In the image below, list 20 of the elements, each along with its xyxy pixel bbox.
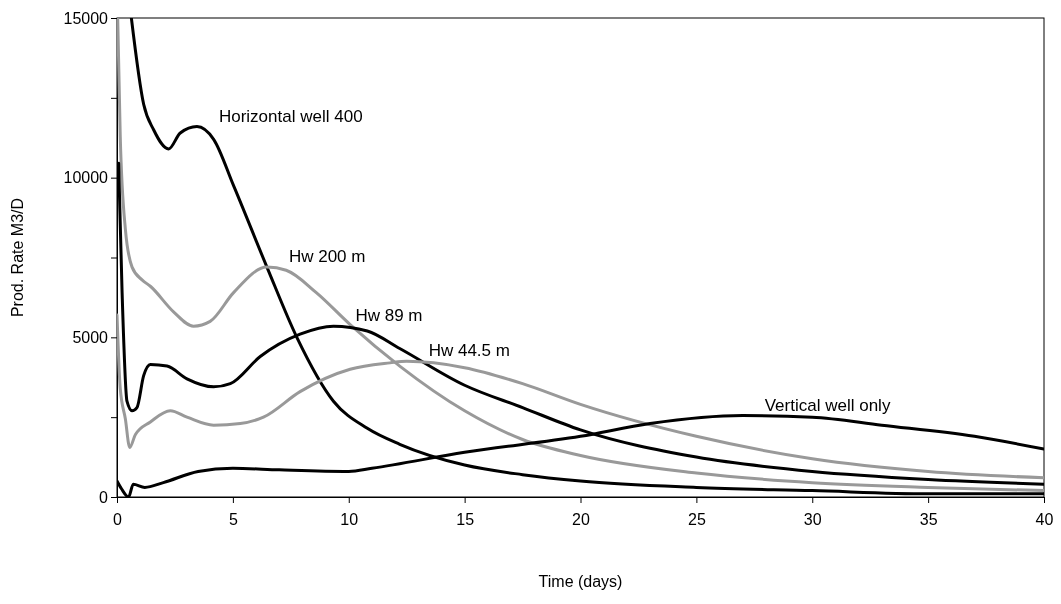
y-tick-label: 15000 xyxy=(63,9,109,27)
x-tick-label: 15 xyxy=(456,511,475,529)
series-label: Hw 200 m xyxy=(288,247,366,267)
series-label: Hw 89 m xyxy=(355,306,423,326)
x-tick-label: 10 xyxy=(340,511,359,529)
series-label: Horizontal well 400 xyxy=(218,106,363,126)
y-tick-label: 5000 xyxy=(72,328,109,346)
y-tick-label: 0 xyxy=(99,488,109,506)
x-tick-label: 0 xyxy=(113,511,123,529)
y-axis-title: Prod. Rate M3/D xyxy=(9,197,26,318)
x-tick-label: 25 xyxy=(687,511,706,529)
x-tick-label: 5 xyxy=(228,511,238,529)
x-tick-label: 30 xyxy=(803,511,822,529)
x-axis-title: Time (days) xyxy=(538,573,623,590)
series-label: Vertical well only xyxy=(764,395,891,415)
x-tick-label: 40 xyxy=(1035,511,1054,529)
series-label: Hw 44.5 m xyxy=(428,341,510,361)
x-tick-label: 35 xyxy=(919,511,938,529)
y-tick-label: 10000 xyxy=(63,169,109,187)
x-tick-label: 20 xyxy=(572,511,590,529)
